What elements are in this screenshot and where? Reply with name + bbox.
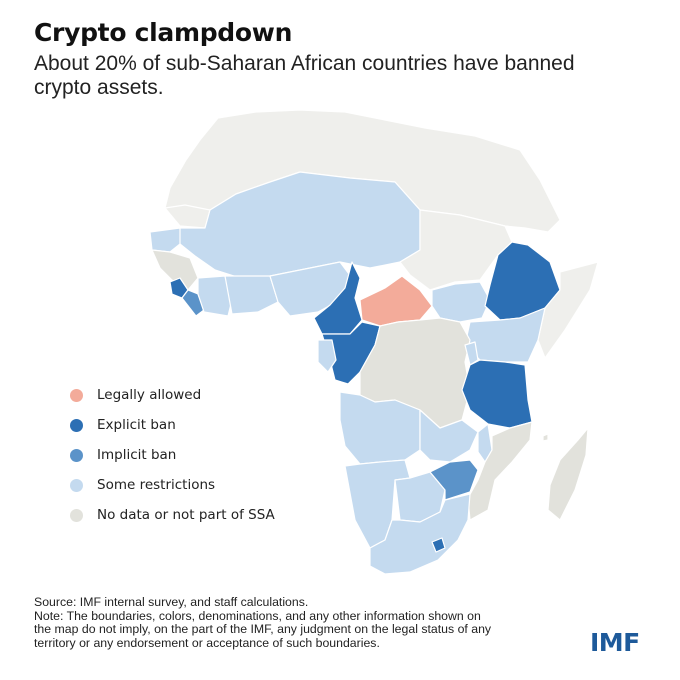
legend-label: Implicit ban: [97, 447, 177, 463]
note-line: the map do not imply, on the part of the…: [34, 622, 492, 637]
note-line: territory or any endorsement or acceptan…: [34, 635, 380, 650]
central-african-republic-region: [359, 275, 433, 327]
map-subtitle: About 20% of sub-Saharan African countri…: [34, 52, 575, 99]
legend-item-explicit-ban: Explicit ban: [70, 410, 275, 440]
south-africa-region: [369, 493, 471, 575]
senegal-region: [149, 227, 181, 253]
somalia-region: [537, 261, 599, 359]
legend-label: Explicit ban: [97, 417, 176, 433]
legend-swatch-no-data: [70, 508, 83, 522]
map-title: Crypto clampdown: [34, 18, 293, 47]
madagascar-region: [547, 427, 589, 521]
comoros-region: [542, 433, 549, 442]
legend-label: Legally allowed: [97, 387, 202, 403]
legend-item-no-data: No data or not part of SSA: [70, 500, 275, 530]
south-sudan-region: [431, 281, 491, 323]
legend-swatch-legally-allowed: [70, 388, 83, 402]
tanzania-region: [461, 359, 533, 429]
ghana-togo-benin-region: [224, 275, 279, 315]
rwanda-burundi-region: [464, 341, 479, 366]
zambia-region: [419, 409, 479, 463]
legend-item-some-restrictions: Some restrictions: [70, 470, 275, 500]
gabon-region: [317, 339, 337, 373]
legend-item-legally-allowed: Legally allowed: [70, 380, 275, 410]
western-sahara-region: [164, 204, 211, 229]
legend-label: Some restrictions: [97, 477, 216, 493]
legend-swatch-some-restrictions: [70, 478, 83, 492]
legend-swatch-implicit-ban: [70, 448, 83, 462]
imf-logo: IMF: [590, 628, 640, 657]
sudan-region: [399, 209, 513, 291]
mozambique-region: [467, 421, 533, 521]
legend-swatch-explicit-ban: [70, 418, 83, 432]
zimbabwe-region: [429, 459, 479, 501]
angola-region: [339, 391, 421, 465]
lesotho-region: [431, 537, 446, 553]
note-line: Note: The boundaries, colors, denominati…: [34, 608, 481, 623]
source-note: Source: IMF internal survey, and staff c…: [34, 595, 634, 650]
map-legend: Legally allowed Explicit ban Implicit ba…: [70, 380, 275, 530]
legend-item-implicit-ban: Implicit ban: [70, 440, 275, 470]
source-line: Source: IMF internal survey, and staff c…: [34, 595, 309, 609]
guinea-region: [151, 249, 199, 291]
legend-label: No data or not part of SSA: [97, 507, 275, 523]
